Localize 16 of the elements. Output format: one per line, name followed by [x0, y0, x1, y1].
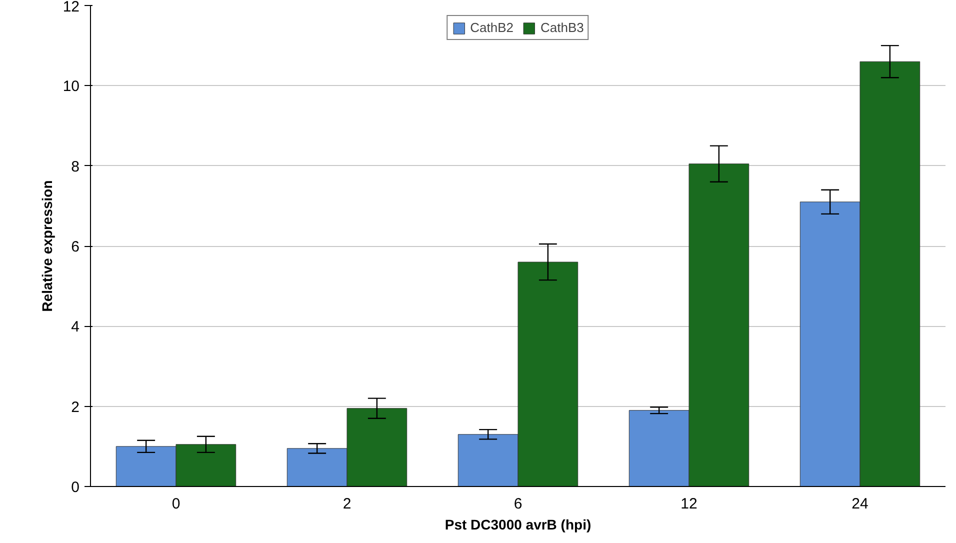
legend-label: CathB3 [540, 20, 584, 35]
x-tick-label: 0 [172, 496, 180, 512]
x-tick-label: 12 [680, 496, 698, 512]
y-tick-label: 4 [71, 318, 80, 336]
y-tick-label: 0 [71, 479, 80, 496]
y-tick-label: 10 [62, 78, 80, 96]
y-tick-label: 12 [62, 0, 80, 16]
x-axis-title: Pst DC3000 avrB (hpi) [444, 516, 592, 532]
y-tick-label: 8 [71, 158, 80, 176]
y-tick-label: 6 [71, 238, 80, 256]
y-tick-label: 2 [71, 398, 80, 416]
x-tick-label: 6 [514, 496, 522, 512]
x-tick-label: 2 [342, 496, 352, 512]
legend-label: CathB2 [470, 20, 514, 35]
x-tick-label: 24 [852, 496, 868, 512]
y-axis-title: Relative expression [38, 180, 55, 312]
